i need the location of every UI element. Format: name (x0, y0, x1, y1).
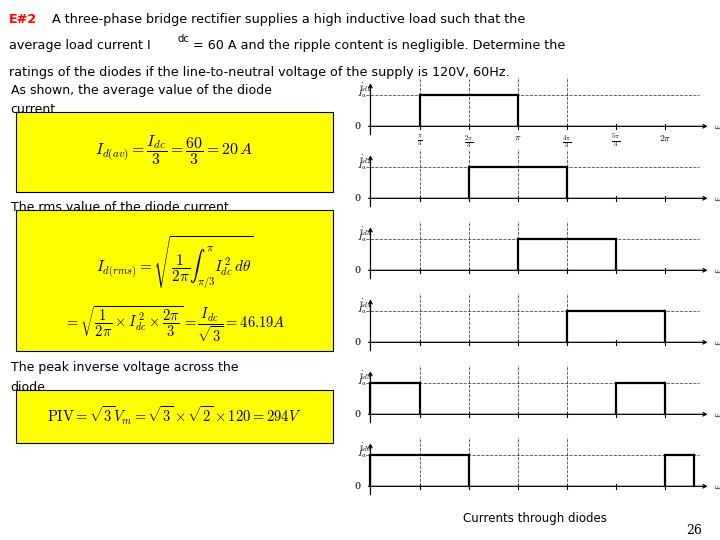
FancyBboxPatch shape (16, 210, 333, 351)
Text: The peak inverse voltage across the: The peak inverse voltage across the (11, 361, 238, 374)
Text: 0: 0 (354, 194, 360, 203)
Text: $I_a$: $I_a$ (357, 449, 367, 461)
Text: 0: 0 (354, 338, 360, 347)
Text: 0: 0 (354, 482, 360, 491)
Text: Currents through diodes: Currents through diodes (463, 512, 606, 525)
Text: A three-phase bridge rectifier supplies a high inductive load such that the: A three-phase bridge rectifier supplies … (52, 13, 525, 26)
Text: 0: 0 (354, 410, 360, 419)
Text: E#2: E#2 (9, 13, 37, 26)
Text: $2\pi$: $2\pi$ (659, 133, 671, 143)
Text: $i_{d1}$: $i_{d1}$ (359, 80, 372, 94)
Text: ratings of the diodes if the line-to-neutral voltage of the supply is 120V, 60Hz: ratings of the diodes if the line-to-neu… (9, 65, 509, 79)
Text: $i_{d5}$: $i_{d5}$ (359, 368, 372, 382)
Text: $\omega t$: $\omega t$ (714, 265, 720, 275)
Text: 0: 0 (354, 266, 360, 275)
Text: = 60 A and the ripple content is negligible. Determine the: = 60 A and the ripple content is negligi… (193, 39, 565, 52)
Text: $\mathrm{PIV} = \sqrt{3}V_m = \sqrt{3}\times\sqrt{2}\times 120 = 294V$: $\mathrm{PIV} = \sqrt{3}V_m = \sqrt{3}\t… (48, 405, 302, 427)
Text: $\frac{\pi}{3}$: $\frac{\pi}{3}$ (417, 133, 423, 148)
Text: $I_{d(rms)} = \sqrt{\dfrac{1}{2\pi}\int_{\pi/3}^{\pi} I_{dc}^{\,2}\,d\theta}$: $I_{d(rms)} = \sqrt{\dfrac{1}{2\pi}\int_… (96, 234, 253, 291)
Text: $I_a$: $I_a$ (357, 377, 367, 388)
Text: 0: 0 (354, 122, 360, 131)
Text: $\frac{2\pi}{3}$: $\frac{2\pi}{3}$ (464, 133, 473, 151)
Text: $\omega t$: $\omega t$ (714, 338, 720, 347)
Text: $I_{d(av)} = \dfrac{I_{dc}}{3} = \dfrac{60}{3} = 20\,A$: $I_{d(av)} = \dfrac{I_{dc}}{3} = \dfrac{… (96, 133, 254, 167)
Text: average load current I: average load current I (9, 39, 150, 52)
Text: The rms value of the diode current: The rms value of the diode current (11, 201, 228, 214)
Text: dc: dc (178, 34, 189, 44)
Text: current: current (11, 103, 56, 116)
Text: diode: diode (11, 381, 45, 394)
Text: $\pi$: $\pi$ (514, 133, 521, 143)
Text: $\omega t$: $\omega t$ (714, 481, 720, 491)
Text: $I_a$: $I_a$ (357, 89, 367, 100)
Text: As shown, the average value of the diode: As shown, the average value of the diode (11, 84, 271, 97)
Text: $\frac{5\pi}{3}$: $\frac{5\pi}{3}$ (611, 133, 621, 150)
Text: 26: 26 (686, 524, 702, 537)
Text: $\omega t$: $\omega t$ (714, 122, 720, 131)
Text: $\omega t$: $\omega t$ (714, 409, 720, 420)
Text: $i_{d4}$: $i_{d4}$ (359, 296, 372, 310)
Text: $\omega t$: $\omega t$ (714, 193, 720, 204)
Text: $\frac{4\pi}{3}$: $\frac{4\pi}{3}$ (562, 133, 572, 151)
Text: $i_{d2}$: $i_{d2}$ (359, 152, 372, 166)
Text: $= \sqrt{\dfrac{1}{2\pi}\times I_{dc}^{\,2}\times\dfrac{2\pi}{3}} = \dfrac{I_{dc: $= \sqrt{\dfrac{1}{2\pi}\times I_{dc}^{\… (64, 304, 285, 344)
FancyBboxPatch shape (16, 112, 333, 192)
Text: $I_a$: $I_a$ (357, 233, 367, 245)
Text: $I_a$: $I_a$ (357, 305, 367, 316)
FancyBboxPatch shape (16, 390, 333, 442)
Text: $i_{d3}$: $i_{d3}$ (359, 225, 372, 238)
Text: $I_a$: $I_a$ (357, 161, 367, 172)
Text: $i_{d6}$: $i_{d6}$ (359, 441, 372, 454)
